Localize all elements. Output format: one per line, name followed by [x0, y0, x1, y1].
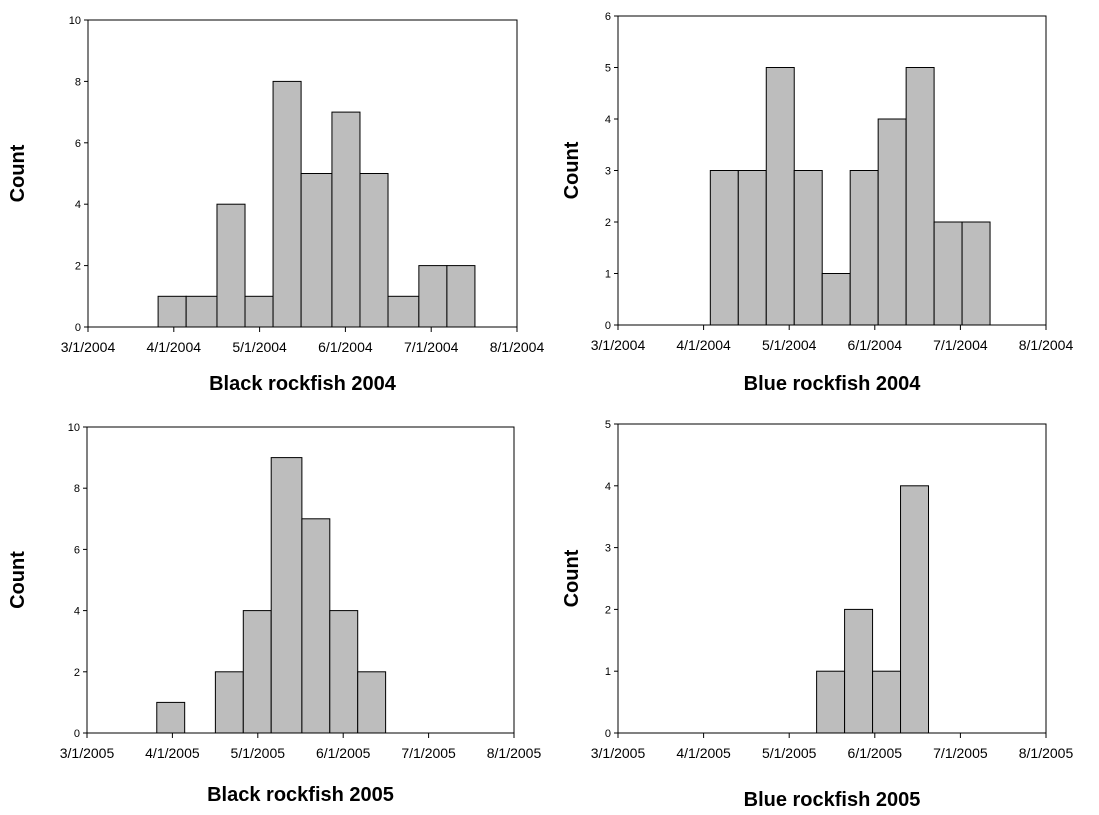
- y-tick-label: 10: [69, 15, 81, 27]
- x-tick-label: 7/1/2005: [933, 745, 988, 761]
- histogram-bar: [185, 295, 218, 328]
- histogram-bar: [331, 111, 361, 328]
- x-tick-label: 4/1/2004: [676, 337, 731, 353]
- histogram-bar: [933, 221, 963, 326]
- x-tick-label: 4/1/2005: [145, 745, 200, 761]
- x-tick-label: 5/1/2005: [762, 745, 817, 761]
- x-tick-label: 4/1/2005: [676, 745, 731, 761]
- histogram-bar: [446, 265, 476, 328]
- x-tick-label: 5/1/2004: [762, 337, 817, 353]
- y-axis-label: Count: [561, 141, 583, 199]
- y-axis-label: Count: [7, 144, 29, 202]
- chart-title: Black rockfish 2004: [209, 373, 397, 395]
- histogram-bar: [905, 67, 935, 326]
- histogram-bar: [821, 273, 851, 326]
- y-tick-label: 0: [75, 322, 81, 334]
- histogram-bar: [849, 170, 879, 326]
- histogram-bar: [244, 295, 274, 328]
- y-tick-label: 3: [605, 543, 611, 555]
- x-tick-label: 6/1/2004: [318, 339, 373, 355]
- histogram-bar: [300, 173, 333, 328]
- y-tick-label: 6: [75, 138, 81, 150]
- x-tick-label: 3/1/2004: [591, 337, 646, 353]
- histogram-chart: 0 2 4 6 8 10 3/1/2004 4/1/2004 5/1/2004 6/1/2004 7…: [7, 15, 545, 395]
- y-tick-label: 0: [605, 728, 611, 740]
- y-tick-label: 1: [605, 269, 611, 281]
- histogram-chart: 0 2 4 6 8 10 3/1/2005 4/1/2005 5/1/2005 6/1/2005 7…: [7, 422, 542, 806]
- histogram-panel: 0 1 2 3 4 5 6 3/1/2004 4/1/2004 5/1/2004 6/1/2004 7…: [550, 0, 1099, 410]
- histogram-bar: [877, 118, 907, 326]
- histogram-bar: [156, 701, 186, 734]
- histogram-bar: [359, 173, 389, 328]
- histogram-bar: [357, 671, 387, 734]
- x-tick-label: 5/1/2004: [232, 339, 287, 355]
- y-tick-label: 8: [75, 76, 81, 88]
- y-tick-label: 4: [605, 114, 611, 126]
- y-tick-label: 0: [605, 320, 611, 332]
- x-tick-label: 7/1/2005: [401, 745, 456, 761]
- histogram-bar: [301, 518, 331, 734]
- y-tick-label: 6: [605, 11, 611, 23]
- chart-title: Black rockfish 2005: [207, 784, 394, 806]
- x-tick-label: 6/1/2004: [848, 337, 903, 353]
- chart-title: Blue rockfish 2005: [744, 789, 921, 810]
- histogram-bar: [387, 295, 420, 328]
- y-tick-label: 2: [75, 261, 81, 273]
- histogram-bar: [270, 457, 303, 734]
- x-tick-label: 8/1/2005: [487, 745, 542, 761]
- y-tick-label: 4: [74, 606, 80, 618]
- y-tick-label: 10: [68, 422, 80, 434]
- histogram-bar: [709, 170, 739, 326]
- y-tick-label: 5: [605, 63, 611, 75]
- x-tick-label: 6/1/2005: [316, 745, 371, 761]
- histogram-bar: [961, 221, 991, 326]
- histogram-bar: [157, 295, 187, 328]
- x-tick-label: 8/1/2004: [1019, 337, 1074, 353]
- histogram-bar: [242, 610, 272, 734]
- histogram-bar: [816, 670, 846, 734]
- y-axis-label: Count: [561, 549, 583, 607]
- x-tick-label: 6/1/2005: [848, 745, 903, 761]
- x-tick-label: 3/1/2004: [61, 339, 116, 355]
- x-tick-label: 7/1/2004: [404, 339, 459, 355]
- y-tick-label: 8: [74, 483, 80, 495]
- x-tick-label: 5/1/2005: [231, 745, 286, 761]
- y-tick-label: 5: [605, 419, 611, 431]
- x-tick-label: 8/1/2005: [1019, 745, 1074, 761]
- y-tick-label: 2: [605, 217, 611, 229]
- y-tick-label: 3: [605, 166, 611, 178]
- histogram-bar: [872, 670, 902, 734]
- y-tick-label: 0: [74, 728, 80, 740]
- histogram-bar: [418, 265, 448, 328]
- x-tick-label: 8/1/2004: [490, 339, 545, 355]
- histogram-chart: 0 1 2 3 4 5 3/1/2005 4/1/2005 5/1/2005 6/1/2005 7/…: [561, 419, 1074, 811]
- y-tick-label: 2: [74, 667, 80, 679]
- x-tick-label: 3/1/2005: [591, 745, 646, 761]
- y-tick-label: 6: [74, 544, 80, 556]
- histogram-bar: [272, 80, 302, 328]
- histogram-bar: [737, 170, 767, 326]
- histogram-bar: [900, 485, 930, 734]
- y-tick-label: 2: [605, 604, 611, 616]
- histogram-bar: [844, 608, 874, 734]
- y-tick-label: 1: [605, 666, 611, 678]
- histogram-panel: 0 1 2 3 4 5 3/1/2005 4/1/2005 5/1/2005 6/1/2005 7/…: [550, 410, 1099, 811]
- chart-title: Blue rockfish 2004: [744, 373, 922, 395]
- x-tick-label: 4/1/2004: [147, 339, 202, 355]
- histogram-bar: [329, 610, 359, 734]
- histogram-panel: 0 2 4 6 8 10 3/1/2004 4/1/2004 5/1/2004 6/1/2004 7…: [0, 0, 550, 410]
- histogram-bar: [765, 67, 795, 326]
- histogram-bar: [214, 671, 244, 734]
- x-tick-label: 3/1/2005: [60, 745, 115, 761]
- histogram-bar: [216, 203, 246, 328]
- x-tick-label: 7/1/2004: [933, 337, 988, 353]
- histogram-bar: [793, 170, 823, 326]
- y-tick-label: 4: [605, 481, 611, 493]
- histogram-chart: 0 1 2 3 4 5 6 3/1/2004 4/1/2004 5/1/2004 6/1/2004 7…: [561, 11, 1074, 395]
- y-tick-label: 4: [75, 199, 81, 211]
- histogram-panel: 0 2 4 6 8 10 3/1/2005 4/1/2005 5/1/2005 6/1/2005 7…: [0, 410, 550, 810]
- y-axis-label: Count: [7, 551, 29, 609]
